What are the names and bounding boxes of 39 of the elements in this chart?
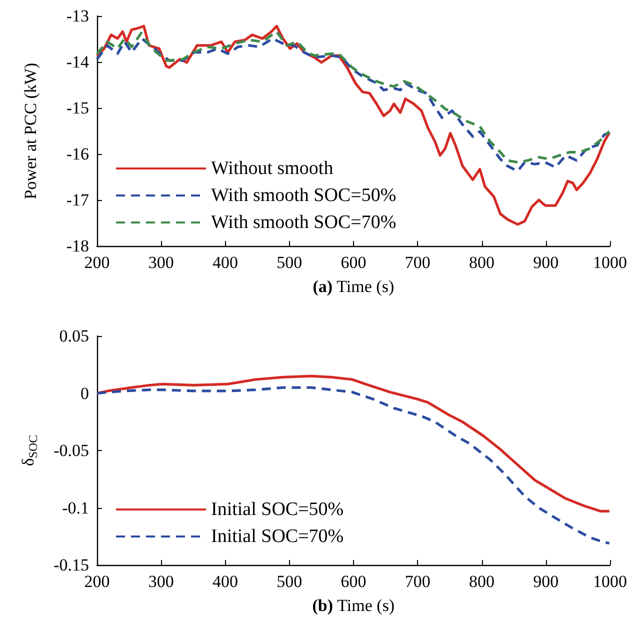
- x-tick-label: 400: [212, 572, 238, 591]
- x-tick-label: 600: [340, 253, 366, 272]
- x-tick-label: 600: [340, 572, 366, 591]
- legend-label: Without smooth: [211, 158, 334, 179]
- x-tick-label: 200: [84, 572, 110, 591]
- y-tick-label: -16: [66, 144, 89, 164]
- line-series: [96, 386, 611, 545]
- y-tick-label: -13: [66, 6, 89, 26]
- legend-label: Initial SOC=50%: [211, 499, 344, 520]
- x-tick-label: 500: [276, 253, 302, 272]
- y-tick-label: -17: [66, 190, 90, 210]
- x-axis-title: (b) Time (s): [312, 596, 395, 615]
- y-tick-label: 0.05: [59, 326, 89, 346]
- x-axis-title: (a) Time (s): [312, 277, 394, 296]
- x-tick-label: 800: [469, 253, 494, 272]
- x-tick-label: 700: [404, 572, 430, 591]
- y-tick-label: -14: [66, 52, 90, 72]
- x-tick-label: 1000: [593, 572, 627, 591]
- x-tick-label: 1000: [593, 253, 627, 272]
- x-tick-label: 300: [148, 572, 174, 591]
- x-tick-label: 900: [533, 253, 559, 272]
- x-tick-label: 500: [276, 572, 302, 591]
- x-tick-label: 800: [469, 572, 494, 591]
- y-tick-label: 0: [80, 384, 89, 403]
- y-tick-label: -0.05: [54, 441, 89, 460]
- x-tick-label: 300: [148, 253, 174, 272]
- legend-label: With smooth SOC=70%: [211, 212, 396, 233]
- x-tick-label: 900: [533, 572, 559, 591]
- y-axis-title: Power at PCC (kW): [21, 62, 40, 200]
- x-tick-label: 200: [84, 253, 110, 272]
- x-tick-label: 400: [212, 253, 238, 272]
- y-axis-title: δSOC: [18, 434, 40, 466]
- y-tick-label: -0.15: [54, 556, 89, 574]
- legend-label: Initial SOC=70%: [211, 526, 344, 547]
- y-tick-label: -15: [66, 98, 89, 118]
- legend-label: With smooth SOC=50%: [211, 185, 396, 206]
- y-tick-label: -0.1: [62, 498, 89, 518]
- x-tick-label: 700: [404, 253, 430, 272]
- y-tick-label: -18: [66, 236, 89, 256]
